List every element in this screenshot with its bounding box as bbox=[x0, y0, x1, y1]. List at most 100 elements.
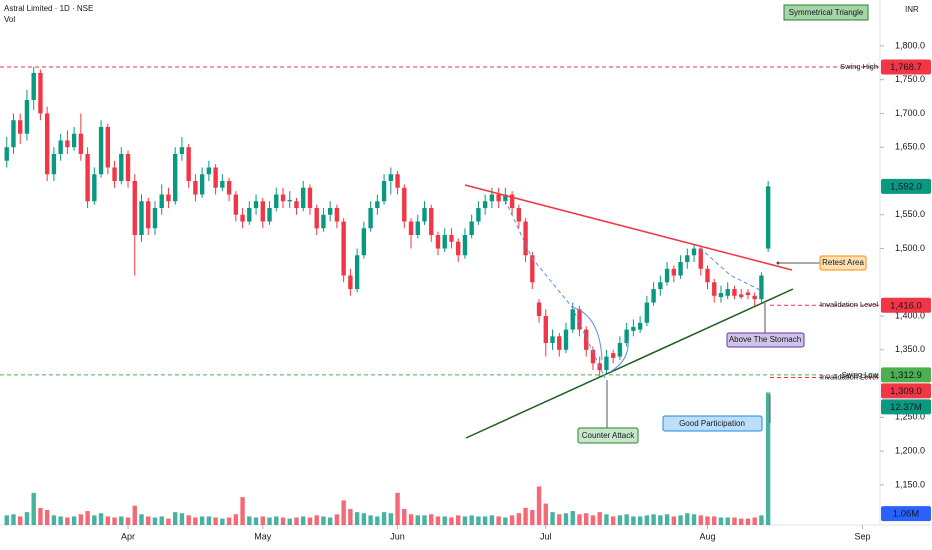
volume-bar bbox=[375, 516, 380, 525]
volume-bar bbox=[685, 513, 690, 525]
volume-bar bbox=[199, 516, 205, 525]
candle-body bbox=[11, 120, 16, 148]
volume-bar bbox=[206, 516, 212, 525]
volume-bar bbox=[38, 507, 43, 525]
volume-bar bbox=[752, 517, 757, 525]
price-tag bbox=[881, 506, 931, 522]
candle-body bbox=[503, 194, 508, 202]
candle-body bbox=[240, 214, 245, 222]
price-tag bbox=[881, 178, 931, 194]
candle-body bbox=[354, 255, 360, 290]
volume-bar bbox=[125, 517, 131, 525]
volume-bar bbox=[280, 517, 286, 525]
candle-body bbox=[92, 174, 97, 202]
volume-bar bbox=[24, 512, 30, 525]
price-tag-label: 1,592.0 bbox=[890, 181, 922, 192]
volume-bar bbox=[536, 486, 542, 525]
volume-bar bbox=[294, 517, 299, 525]
stomach-box bbox=[726, 332, 805, 348]
volume-bar bbox=[260, 516, 265, 525]
volume-bar bbox=[388, 513, 394, 525]
volume-bar bbox=[732, 517, 737, 525]
candle-body bbox=[38, 72, 43, 114]
candle-body bbox=[476, 208, 481, 222]
candle-body bbox=[327, 208, 333, 215]
volume-bar bbox=[402, 508, 407, 525]
volume-bar bbox=[105, 516, 110, 525]
candle-body bbox=[213, 167, 218, 188]
candle-body bbox=[294, 201, 299, 208]
candle-body bbox=[152, 208, 158, 229]
volume-bar bbox=[166, 518, 171, 525]
volume-bar bbox=[489, 515, 495, 525]
candle-body bbox=[570, 309, 575, 330]
volume-bar bbox=[354, 512, 360, 525]
candle-body bbox=[307, 187, 313, 208]
candle-body bbox=[98, 126, 104, 175]
candle-body bbox=[375, 201, 380, 208]
volume-bar bbox=[698, 515, 703, 525]
level-name: Swing Low bbox=[842, 370, 879, 379]
volume-bar bbox=[429, 514, 434, 525]
candle-body bbox=[4, 147, 9, 161]
pattern-box bbox=[783, 4, 869, 21]
candle-body bbox=[341, 221, 346, 276]
candle-body bbox=[536, 302, 542, 317]
volume-bar bbox=[624, 514, 629, 525]
candle-body bbox=[725, 289, 730, 296]
volume-bar bbox=[65, 517, 70, 525]
candle-body bbox=[597, 363, 602, 371]
candle-body bbox=[85, 153, 90, 202]
volume-bar bbox=[193, 517, 198, 525]
volume-bar bbox=[301, 516, 306, 525]
volume-bar bbox=[577, 514, 582, 525]
candle-body bbox=[557, 336, 562, 350]
candle-body bbox=[247, 208, 252, 222]
volume-bar bbox=[98, 513, 104, 525]
candle-body bbox=[489, 194, 495, 202]
candle-body bbox=[233, 194, 239, 215]
candle-body bbox=[65, 140, 70, 148]
volume-bar bbox=[85, 511, 90, 525]
candle-body bbox=[206, 167, 212, 175]
volume-bar bbox=[739, 518, 744, 525]
candle-body bbox=[253, 201, 259, 208]
volume-bar bbox=[173, 512, 178, 525]
candle-body bbox=[509, 194, 515, 208]
volume-bar bbox=[240, 497, 245, 525]
retest-box bbox=[819, 255, 867, 271]
volume-title: Vol bbox=[4, 15, 15, 24]
volume-bar bbox=[671, 516, 677, 525]
candle-body bbox=[159, 194, 164, 208]
volume-bar bbox=[651, 514, 656, 525]
candle-body bbox=[523, 221, 528, 256]
volume-bar bbox=[220, 518, 225, 525]
candle-body bbox=[395, 174, 400, 188]
candle-body bbox=[220, 180, 225, 188]
volume-bar bbox=[341, 500, 346, 525]
candle-body bbox=[186, 147, 191, 181]
candle-body bbox=[745, 292, 751, 296]
candle-body bbox=[226, 180, 232, 195]
candle-body bbox=[422, 208, 427, 222]
y-tick-label: 1,800.0 bbox=[895, 40, 925, 50]
candle-body bbox=[637, 322, 643, 330]
candle-body bbox=[712, 282, 717, 296]
price-tag-label: 1,312.9 bbox=[890, 370, 922, 381]
candle-body bbox=[112, 167, 117, 181]
candle-body bbox=[267, 208, 272, 222]
candle-body bbox=[179, 147, 185, 154]
volume-bar bbox=[78, 514, 84, 525]
candle-body bbox=[199, 174, 205, 195]
candle-body bbox=[31, 72, 36, 100]
candle-body bbox=[287, 199, 292, 202]
volume-bar bbox=[71, 516, 77, 525]
retest-label: Retest Area bbox=[822, 258, 864, 267]
volume-bar bbox=[691, 514, 697, 525]
candle-body bbox=[139, 201, 144, 236]
volume-bar bbox=[503, 517, 508, 525]
x-tick-label: Apr bbox=[121, 531, 135, 541]
volume-bar bbox=[51, 515, 57, 525]
